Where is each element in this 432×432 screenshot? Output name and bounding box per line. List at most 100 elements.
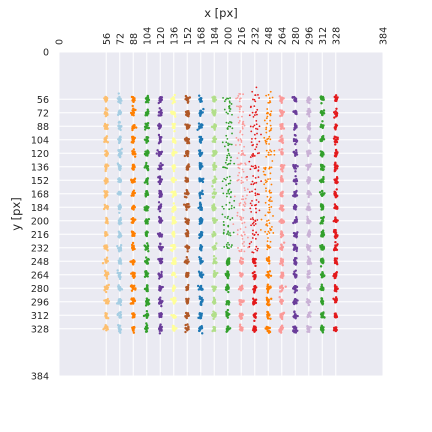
scatter-point bbox=[186, 301, 190, 305]
scatter-point bbox=[242, 216, 245, 219]
scatter-point bbox=[200, 178, 204, 181]
scatter-point bbox=[309, 152, 312, 155]
scatter-point bbox=[105, 274, 108, 278]
scatter-point bbox=[280, 114, 284, 117]
scatter-point bbox=[321, 168, 325, 172]
scatter-point bbox=[253, 274, 256, 277]
scatter-point bbox=[132, 204, 135, 207]
scatter-point bbox=[104, 177, 108, 180]
scatter-point bbox=[202, 107, 205, 111]
scatter-point bbox=[318, 179, 322, 182]
scatter-point bbox=[238, 120, 241, 122]
scatter-point bbox=[270, 110, 273, 113]
scatter-point bbox=[271, 96, 274, 99]
scatter-point bbox=[117, 190, 121, 194]
scatter-point bbox=[159, 100, 162, 104]
scatter-point bbox=[266, 240, 269, 243]
scatter-point bbox=[267, 137, 270, 140]
scatter-point bbox=[144, 327, 147, 330]
scatter-point bbox=[232, 231, 235, 234]
scatter-point bbox=[292, 329, 295, 333]
scatter-point bbox=[159, 261, 163, 265]
scatter-point bbox=[319, 150, 323, 153]
x-tick-labels: 0 56 72 88 104 120 136 152 168 184 200 216 232 248 264… bbox=[55, 27, 390, 45]
scatter-point bbox=[282, 220, 286, 223]
scatter-point bbox=[296, 299, 299, 302]
scatter-point bbox=[240, 286, 243, 289]
scatter-point bbox=[231, 127, 234, 130]
scatter-point bbox=[282, 127, 286, 130]
scatter-point bbox=[199, 273, 202, 277]
scatter-point bbox=[231, 244, 233, 246]
scatter-point bbox=[215, 242, 218, 245]
scatter-point bbox=[155, 152, 158, 155]
scatter-point bbox=[269, 124, 272, 127]
scatter-point bbox=[308, 233, 312, 236]
scatter-point bbox=[251, 111, 254, 114]
scatter-point bbox=[233, 162, 236, 165]
scatter-point bbox=[321, 190, 324, 193]
scatter-point bbox=[146, 209, 149, 212]
scatter-point bbox=[257, 169, 260, 172]
scatter-point bbox=[280, 152, 284, 156]
scatter-point bbox=[226, 316, 230, 319]
scatter-point bbox=[158, 329, 161, 333]
y-tick-label: 184 bbox=[31, 203, 49, 214]
scatter-point bbox=[199, 285, 202, 289]
scatter-point bbox=[256, 113, 258, 116]
scatter-point bbox=[306, 110, 309, 113]
scatter-point bbox=[213, 326, 217, 329]
scatter-point bbox=[258, 193, 260, 196]
scatter-point bbox=[294, 233, 297, 237]
scatter-point bbox=[268, 97, 271, 99]
scatter-point bbox=[268, 286, 271, 289]
scatter-point bbox=[240, 234, 243, 237]
scatter-point bbox=[308, 300, 312, 304]
scatter-point bbox=[118, 262, 121, 265]
scatter-point bbox=[319, 222, 322, 225]
scatter-point bbox=[145, 138, 149, 142]
scatter-point bbox=[266, 111, 269, 114]
scatter-point bbox=[213, 245, 216, 248]
scatter-point bbox=[241, 328, 244, 331]
scatter-point bbox=[187, 314, 190, 318]
scatter-point bbox=[268, 143, 270, 145]
scatter-point bbox=[294, 134, 297, 137]
scatter-point bbox=[229, 159, 232, 162]
scatter-point bbox=[144, 287, 148, 291]
scatter-point bbox=[227, 97, 230, 100]
scatter-point bbox=[186, 323, 189, 326]
scatter-point bbox=[224, 216, 226, 218]
scatter-point bbox=[306, 97, 310, 100]
scatter-point bbox=[246, 194, 248, 197]
scatter-point bbox=[306, 261, 309, 264]
scatter-point bbox=[170, 244, 173, 247]
scatter-point bbox=[332, 219, 335, 223]
scatter-point bbox=[131, 135, 135, 139]
scatter-point bbox=[267, 244, 270, 247]
scatter-point bbox=[146, 111, 149, 114]
scatter-point bbox=[320, 275, 324, 279]
y-tick-label: 136 bbox=[31, 162, 49, 173]
scatter-point bbox=[305, 245, 309, 249]
scatter-point bbox=[117, 100, 120, 103]
scatter-point bbox=[213, 126, 217, 130]
scatter-point bbox=[253, 299, 256, 303]
scatter-point bbox=[280, 125, 284, 129]
scatter-point bbox=[117, 121, 121, 124]
scatter-point bbox=[249, 218, 252, 221]
scatter-point bbox=[294, 174, 297, 178]
scatter-point bbox=[242, 93, 245, 96]
scatter-point bbox=[199, 135, 203, 139]
scatter-point bbox=[259, 229, 262, 231]
scatter-point bbox=[254, 148, 257, 151]
scatter-point bbox=[145, 97, 149, 101]
scatter-point bbox=[320, 110, 324, 113]
scatter-point bbox=[251, 137, 253, 140]
scatter-point bbox=[199, 196, 202, 200]
scatter-point bbox=[321, 331, 325, 334]
scatter-point bbox=[225, 243, 228, 246]
scatter-point bbox=[186, 192, 190, 195]
scatter-point bbox=[280, 258, 283, 262]
scatter-point bbox=[270, 150, 273, 153]
